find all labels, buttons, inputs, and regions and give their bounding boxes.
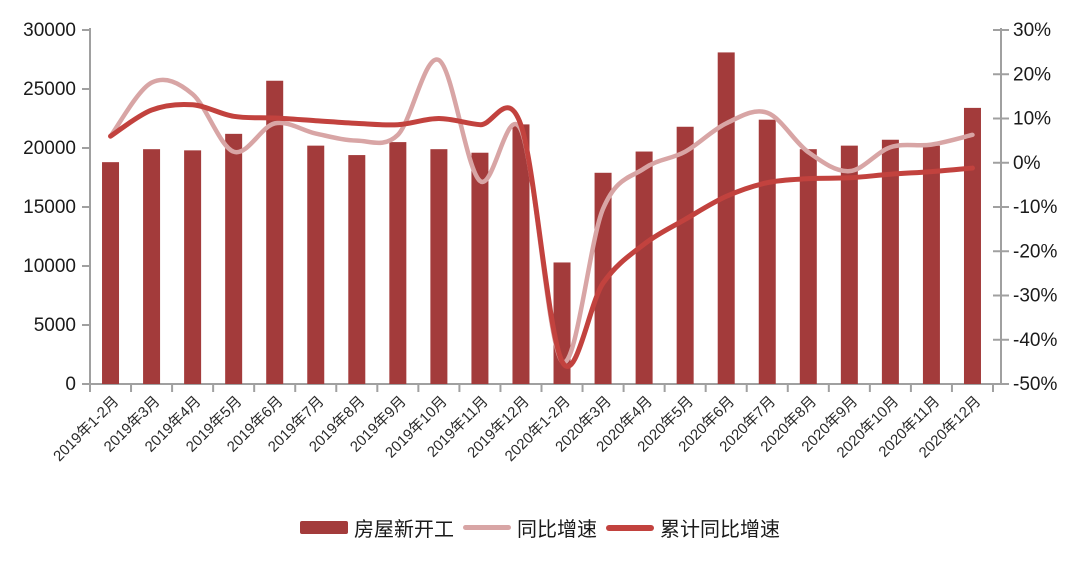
legend-item-new-starts[interactable]: 房屋新开工	[300, 513, 454, 542]
right-axis-tick-label: -20%	[1013, 241, 1057, 262]
bar	[676, 126, 694, 384]
bar	[799, 149, 817, 384]
line-swatch-thick-icon	[606, 524, 654, 531]
left-axis-tick-label: 5000	[34, 315, 76, 336]
bar	[922, 145, 940, 384]
bar	[512, 124, 530, 385]
right-axis-tick-label: -10%	[1013, 197, 1057, 218]
bar	[389, 142, 407, 384]
bar	[348, 155, 366, 384]
right-axis-tick-label: 20%	[1013, 64, 1051, 85]
left-axis-tick-label: 0	[65, 374, 76, 395]
legend-label-cumulative-growth: 累计同比增速	[660, 519, 780, 541]
bar	[430, 149, 448, 384]
right-axis-tick-label: -30%	[1013, 286, 1057, 307]
bar	[635, 151, 653, 384]
right-axis-tick-label: -40%	[1013, 330, 1057, 351]
bar	[758, 119, 776, 385]
line-swatch-icon	[463, 525, 511, 530]
right-axis-tick-label: 10%	[1013, 109, 1051, 130]
bar	[266, 80, 284, 385]
right-axis-tick-label: -50%	[1013, 374, 1057, 395]
legend-item-cumulative-growth[interactable]: 累计同比增速	[606, 513, 780, 542]
bar	[102, 162, 120, 384]
right-axis-tick-label: 30%	[1013, 20, 1051, 41]
left-axis-tick-label: 25000	[23, 79, 76, 100]
legend: 房屋新开工 同比增速 累计同比增速	[0, 513, 1080, 542]
legend-label-new-starts: 房屋新开工	[354, 519, 454, 541]
bar-swatch-icon	[300, 521, 348, 534]
bar	[307, 145, 325, 384]
bar	[184, 150, 202, 384]
bar	[471, 152, 489, 384]
bar	[143, 149, 161, 384]
cumulative-growth-line	[108, 101, 975, 369]
left-axis-tick-label: 10000	[23, 256, 76, 277]
left-axis-tick-label: 20000	[23, 138, 76, 159]
legend-item-yoy-growth[interactable]: 同比增速	[463, 513, 597, 542]
bar	[840, 145, 858, 384]
bar	[881, 139, 899, 384]
right-axis-tick-label: 0%	[1013, 153, 1041, 174]
bar	[225, 133, 243, 384]
chart-canvas: 0 5000 10000 15000 20000 25000 30000 -50% -40% -3…	[23, 20, 1057, 465]
bar	[963, 107, 981, 384]
legend-label-yoy-growth: 同比增速	[517, 519, 597, 541]
left-axis-tick-label: 15000	[23, 197, 76, 218]
left-axis-tick-label: 30000	[23, 20, 76, 41]
bar	[717, 52, 735, 385]
